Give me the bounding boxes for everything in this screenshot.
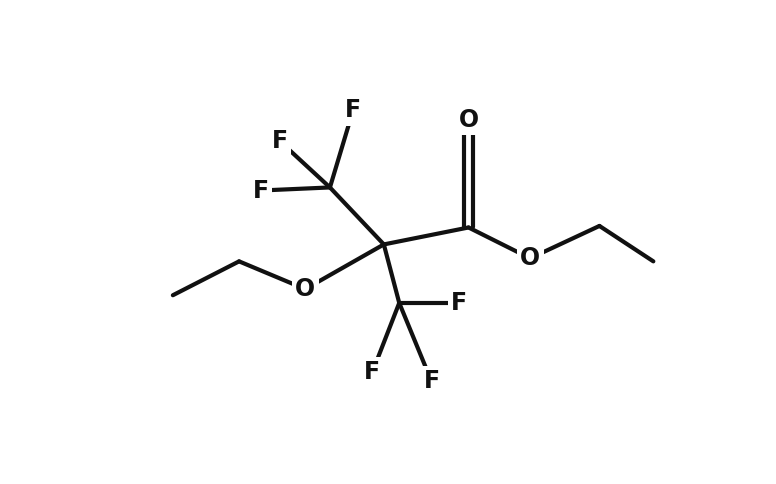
Text: F: F	[424, 369, 440, 393]
Text: F: F	[345, 98, 361, 122]
Text: O: O	[520, 246, 540, 270]
Text: F: F	[252, 179, 268, 202]
Text: O: O	[295, 277, 315, 301]
Text: F: F	[272, 129, 288, 153]
Text: F: F	[364, 360, 380, 384]
Text: F: F	[451, 291, 467, 315]
Text: O: O	[459, 107, 479, 132]
